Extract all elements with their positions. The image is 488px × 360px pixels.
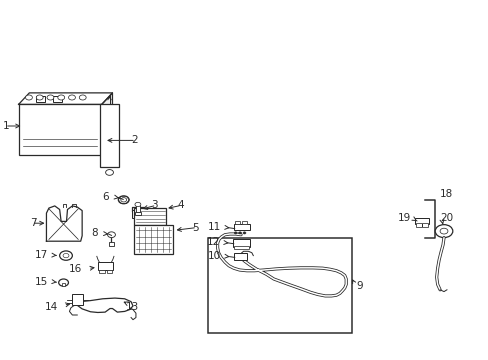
Circle shape — [25, 95, 32, 100]
Bar — [53, 96, 62, 102]
Polygon shape — [46, 206, 82, 241]
Circle shape — [36, 95, 43, 100]
Text: 20: 20 — [439, 213, 452, 223]
Circle shape — [47, 95, 54, 100]
Circle shape — [434, 225, 452, 238]
Bar — [207, 238, 351, 333]
Bar — [72, 294, 83, 305]
Bar — [135, 212, 141, 215]
Text: 5: 5 — [192, 222, 199, 233]
Bar — [134, 208, 166, 225]
Text: 8: 8 — [91, 228, 98, 238]
Bar — [415, 223, 427, 227]
Text: 18: 18 — [439, 189, 452, 199]
Circle shape — [234, 232, 237, 234]
Bar — [242, 221, 246, 224]
Bar — [235, 221, 240, 224]
Text: 15: 15 — [35, 276, 48, 287]
Polygon shape — [102, 93, 112, 155]
Text: 14: 14 — [44, 302, 58, 312]
Text: 1: 1 — [3, 121, 10, 131]
Circle shape — [107, 232, 115, 238]
Circle shape — [243, 232, 245, 234]
Bar — [106, 270, 112, 273]
Text: 10: 10 — [207, 251, 221, 261]
Text: 4: 4 — [177, 200, 183, 210]
Bar — [232, 239, 250, 247]
Text: 16: 16 — [69, 264, 82, 274]
Circle shape — [79, 95, 86, 100]
Circle shape — [118, 196, 129, 204]
Bar — [99, 270, 105, 273]
Bar — [136, 205, 140, 212]
Bar — [134, 225, 172, 254]
Circle shape — [58, 95, 64, 100]
Text: 6: 6 — [102, 192, 108, 202]
Circle shape — [439, 228, 447, 234]
Circle shape — [135, 202, 141, 207]
Bar — [36, 96, 45, 102]
Bar — [19, 104, 102, 155]
Circle shape — [238, 232, 241, 234]
Bar — [414, 218, 428, 224]
Text: 3: 3 — [151, 200, 158, 210]
Bar — [233, 253, 247, 260]
Circle shape — [68, 95, 75, 100]
Circle shape — [63, 253, 69, 258]
Bar — [109, 242, 114, 246]
Polygon shape — [19, 93, 112, 104]
Circle shape — [60, 251, 72, 260]
Text: 11: 11 — [207, 222, 221, 232]
Bar — [98, 262, 113, 270]
Text: 7: 7 — [30, 218, 37, 228]
Circle shape — [121, 198, 126, 202]
Bar — [132, 210, 145, 218]
Text: 12: 12 — [206, 237, 220, 247]
Text: 19: 19 — [397, 213, 410, 223]
Text: 17: 17 — [35, 250, 48, 260]
Bar — [234, 224, 249, 230]
Text: 9: 9 — [355, 281, 362, 291]
Circle shape — [105, 170, 113, 175]
Text: 2: 2 — [131, 135, 138, 145]
Circle shape — [59, 279, 68, 286]
Bar — [233, 246, 249, 249]
Bar — [62, 283, 65, 286]
Bar — [100, 104, 119, 167]
Text: 13: 13 — [126, 302, 139, 312]
